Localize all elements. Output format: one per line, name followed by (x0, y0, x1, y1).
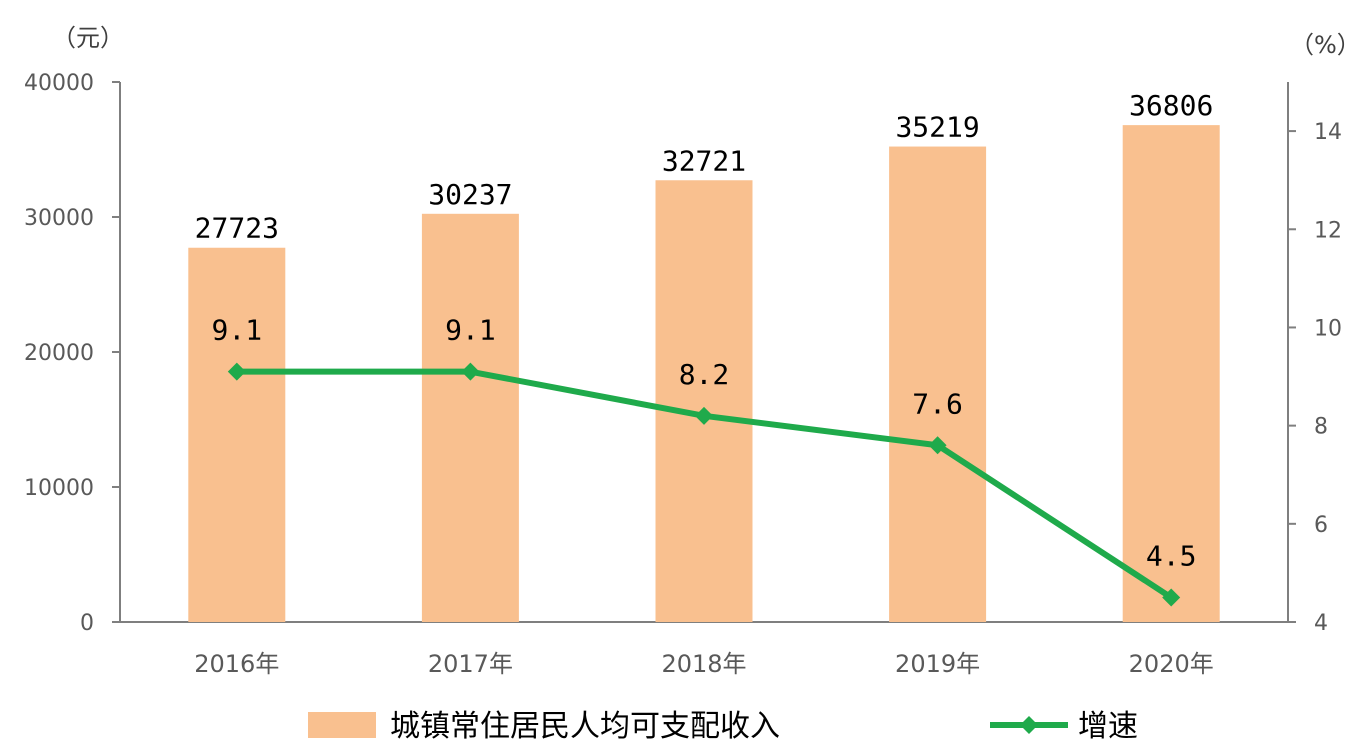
right-tick-label: 10 (1314, 316, 1342, 341)
rate-marker (227, 362, 246, 381)
legend-line-label: 增速 (1078, 709, 1138, 744)
left-tick-label: 40000 (24, 71, 94, 96)
x-tick-label: 2018年 (661, 650, 746, 678)
legend-bar-label: 城镇常住居民人均可支配收入 (390, 709, 780, 744)
legend-line-marker (1020, 716, 1038, 734)
right-axis-unit: （%） (1290, 31, 1361, 59)
left-tick-label: 10000 (24, 476, 94, 501)
bar-data-labels: 27723 30237 32721 35219 36806 (195, 89, 1214, 245)
bar (889, 146, 987, 622)
rate-data-labels: 9.1 9.1 8.2 7.6 4.5 (212, 314, 1197, 573)
line-series (227, 362, 1181, 607)
left-tick-label: 30000 (24, 206, 94, 231)
right-tick-label: 12 (1314, 218, 1342, 243)
left-tick-label: 0 (80, 611, 94, 636)
rate-value-label: 8.2 (679, 358, 730, 391)
left-axis-ticks: 0 10000 20000 30000 40000 (24, 71, 120, 636)
legend: 城镇常住居民人均可支配收入 增速 (308, 709, 1138, 744)
rate-value-label: 9.1 (212, 314, 263, 347)
bar (421, 213, 519, 622)
x-axis-ticks: 2016年 2017年 2018年 2019年 2020年 (194, 650, 1213, 678)
rate-value-label: 9.1 (445, 314, 496, 347)
right-tick-label: 14 (1314, 120, 1342, 145)
x-tick-label: 2016年 (194, 650, 279, 678)
rate-marker (928, 436, 947, 455)
right-tick-label: 8 (1314, 415, 1328, 440)
bar-value-label: 35219 (895, 111, 979, 144)
bar-value-label: 30237 (428, 178, 512, 211)
right-axis-ticks: 4 6 8 10 12 14 (1288, 120, 1342, 636)
x-tick-label: 2020年 (1129, 650, 1214, 678)
bar-value-label: 36806 (1129, 89, 1213, 122)
legend-bar-swatch (308, 712, 376, 738)
bar (188, 247, 286, 622)
left-tick-label: 20000 (24, 341, 94, 366)
rate-marker (695, 406, 713, 425)
x-tick-label: 2019年 (895, 650, 980, 678)
bar-series (188, 125, 1220, 623)
bar-value-label: 27723 (195, 212, 279, 245)
rate-value-label: 4.5 (1146, 539, 1197, 572)
rate-value-label: 7.6 (912, 387, 963, 420)
right-tick-label: 4 (1314, 611, 1328, 636)
rate-marker (461, 362, 480, 381)
bar (1122, 125, 1220, 622)
bar (655, 180, 753, 623)
rate-marker (1162, 588, 1181, 607)
right-tick-label: 6 (1314, 513, 1328, 538)
bar-value-label: 32721 (662, 144, 746, 177)
x-tick-label: 2017年 (428, 650, 513, 678)
left-axis-unit: （元） (52, 24, 124, 52)
